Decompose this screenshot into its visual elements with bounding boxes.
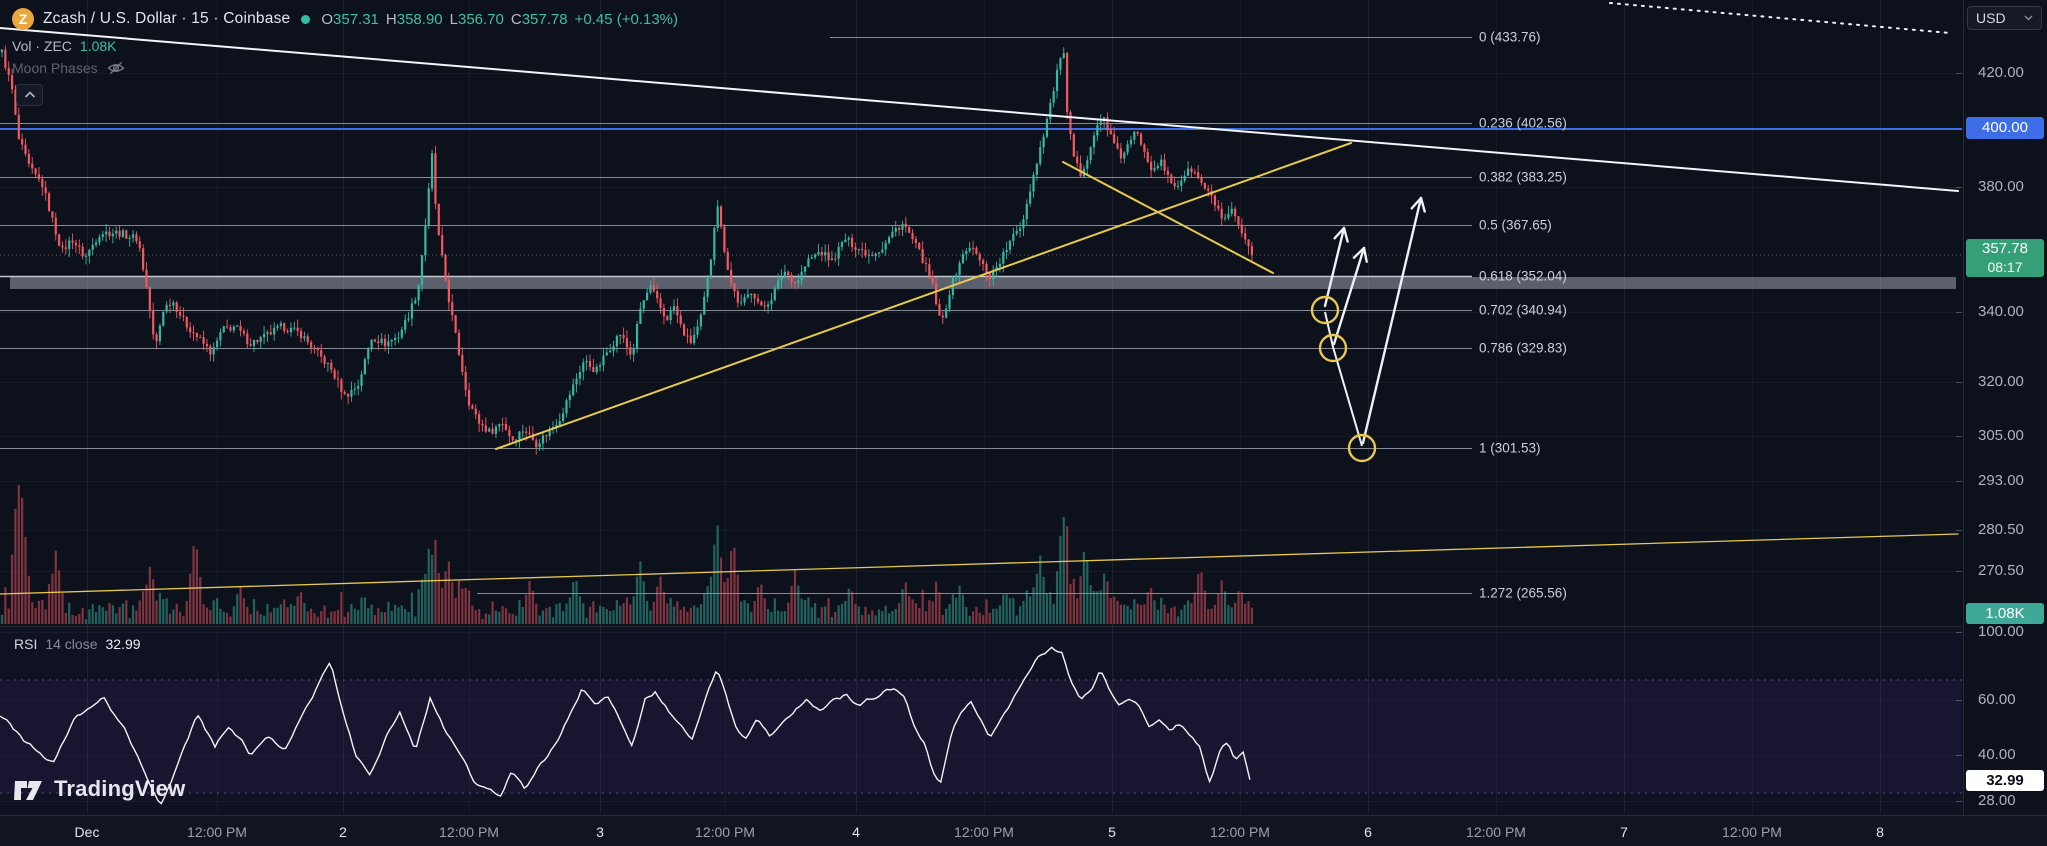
tradingview-logo[interactable]: TradingView: [14, 776, 185, 802]
price-tick: 40.00: [1978, 746, 2016, 763]
rsi-value-badge: 32.99: [1966, 770, 2044, 791]
time-tick: 12:00 PM: [1210, 824, 1270, 840]
volume-value: 1.08K: [79, 38, 117, 54]
volume-legend: Vol · ZEC 1.08K: [12, 38, 117, 54]
moon-phases-label: Moon Phases: [12, 60, 98, 76]
currency-toggle-button[interactable]: USD: [1967, 6, 2042, 30]
candles: [0, 45, 1254, 455]
price-tick: 28.00: [1978, 792, 2016, 809]
volume-value-badge: 1.08K: [1966, 603, 2044, 624]
fib-level-label: 0.5 (367.65): [1479, 217, 1552, 233]
fib-level-label: 0 (433.76): [1479, 29, 1541, 45]
last-price-badge: 357.78 08:17: [1966, 239, 2044, 277]
time-tick: 6: [1364, 824, 1372, 840]
price-axis[interactable]: 420.00 380.00 340.00 320.00 305.00 293.00 280.…: [1963, 0, 2047, 815]
price-tick: 60.00: [1978, 691, 2016, 708]
fib-level-label: 0.618 (352.04): [1479, 268, 1567, 284]
symbol-legend: Z Zcash / U.S. Dollar · 15 · Coinbase O3…: [12, 8, 678, 30]
projection-arrows[interactable]: [1310, 196, 1426, 463]
time-tick: 12:00 PM: [1466, 824, 1526, 840]
eye-off-icon[interactable]: [107, 61, 125, 75]
chevron-down-icon: [2024, 15, 2033, 21]
trendline-3[interactable]: [1062, 161, 1274, 274]
symbol-title[interactable]: Zcash / U.S. Dollar · 15 · Coinbase: [43, 10, 291, 27]
price-tick: 340.00: [1978, 303, 2024, 320]
price-tick: 100.00: [1978, 623, 2024, 640]
moon-phases-legend: Moon Phases: [12, 60, 125, 76]
price-tick: 380.00: [1978, 178, 2024, 195]
time-tick: 12:00 PM: [439, 824, 499, 840]
price-tick: 420.00: [1978, 64, 2024, 81]
time-tick: 12:00 PM: [1722, 824, 1782, 840]
tradingview-logo-icon: [14, 781, 42, 800]
rsi-line: [0, 646, 1251, 805]
fib-level-label: 1 (301.53): [1479, 440, 1541, 456]
volume-bars: [0, 484, 1254, 624]
trendline-4[interactable]: [0, 533, 1959, 595]
time-tick: 12:00 PM: [695, 824, 755, 840]
chevron-up-icon: [24, 91, 35, 98]
grid: [87, 0, 1881, 814]
fib-retracement-lines[interactable]: [0, 37, 1472, 594]
change-value: +0.45 (+0.13%): [574, 10, 679, 28]
price-level-badge: 400.00: [1966, 117, 2044, 139]
fib-level-label: 0.786 (329.83): [1479, 340, 1567, 356]
time-tick: 3: [596, 824, 604, 840]
time-tick: 7: [1620, 824, 1628, 840]
time-axis[interactable]: Dec 12:00 PM 2 12:00 PM 3 12:00 PM 4 12:00 PM 5 1…: [0, 815, 2047, 846]
countdown: 08:17: [1987, 259, 2023, 275]
fib-level-label: 0.236 (402.56): [1479, 115, 1567, 131]
time-tick: 2: [339, 824, 347, 840]
zcash-logo-icon: Z: [12, 8, 34, 30]
supply-zone-band[interactable]: [10, 277, 1956, 289]
time-tick: 4: [852, 824, 860, 840]
price-tick: 293.00: [1978, 472, 2024, 489]
time-tick: 12:00 PM: [954, 824, 1014, 840]
price-tick: 305.00: [1978, 427, 2024, 444]
trendline-1[interactable]: [1609, 2, 1951, 34]
fib-level-label: 0.382 (383.25): [1479, 169, 1567, 185]
rsi-legend: RSI 14 close 32.99: [14, 636, 141, 652]
fib-level-label: 1.272 (265.56): [1479, 585, 1567, 601]
price-tick: 320.00: [1978, 373, 2024, 390]
volume-label: Vol · ZEC: [12, 38, 72, 54]
ohlc-values: O357.31 H358.90 L356.70 C357.78 +0.45 (+…: [321, 10, 679, 28]
time-tick: Dec: [74, 824, 100, 840]
trendline-2[interactable]: [495, 142, 1352, 450]
price-tick: 270.50: [1978, 562, 2024, 579]
time-tick: 12:00 PM: [187, 824, 247, 840]
price-tick: 280.50: [1978, 521, 2024, 538]
time-tick: 5: [1108, 824, 1116, 840]
fib-level-label: 0.702 (340.94): [1479, 302, 1567, 318]
legend-collapse-button[interactable]: [16, 84, 43, 106]
trendline-0[interactable]: [0, 27, 1959, 192]
time-tick: 8: [1876, 824, 1884, 840]
market-status-icon: [301, 14, 311, 24]
